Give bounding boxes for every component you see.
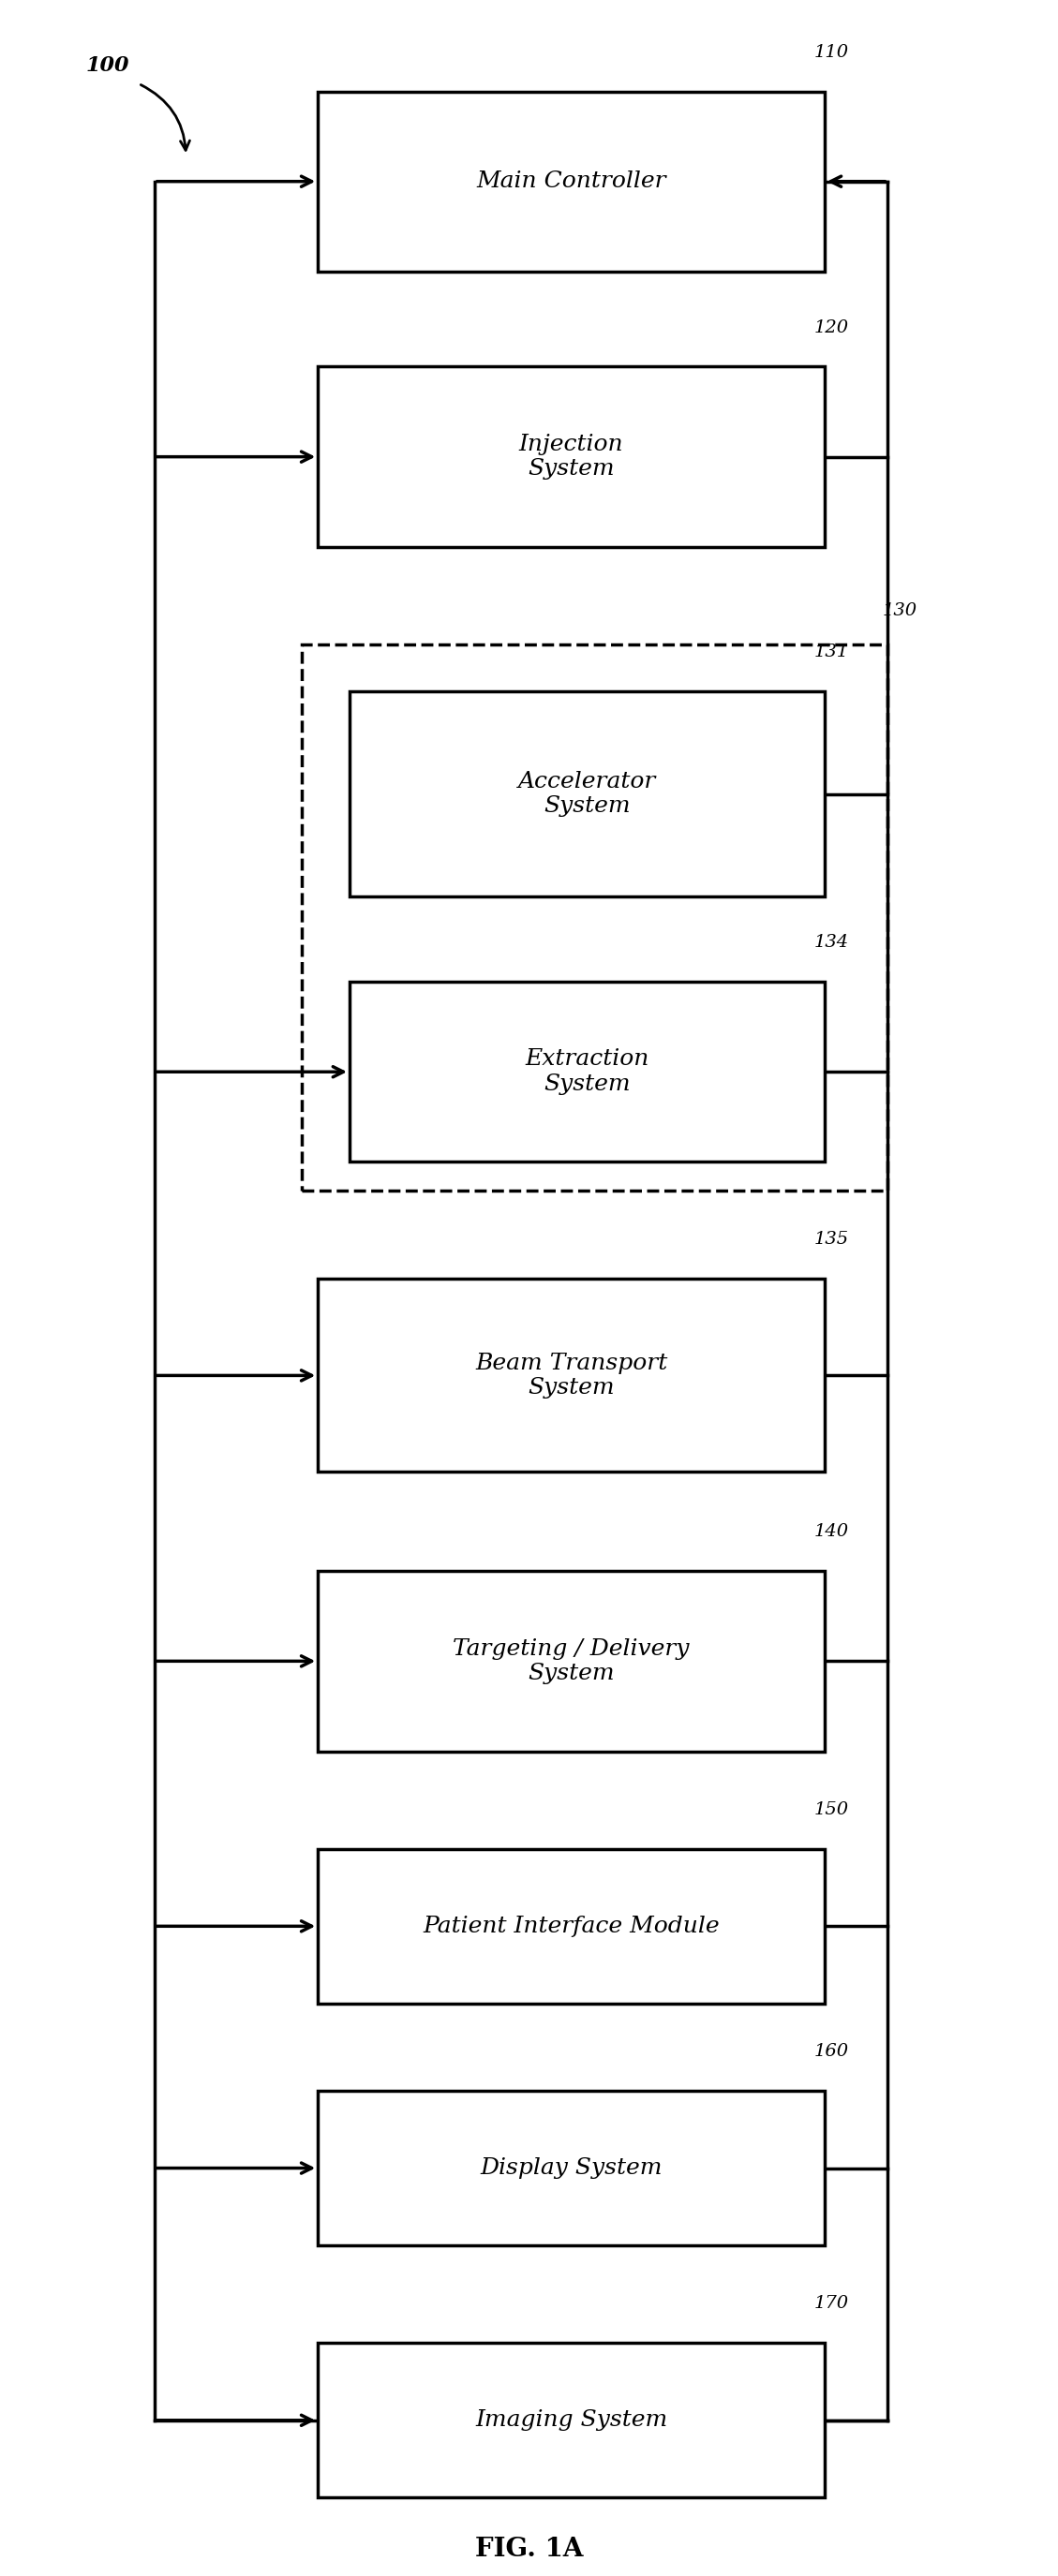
Bar [317,1571,824,1752]
Bar [317,2344,824,2499]
Text: Display System: Display System [480,2156,662,2179]
Text: 150: 150 [814,1801,849,1819]
Text: Extraction
System: Extraction System [525,1048,649,1095]
Text: 130: 130 [882,603,917,618]
Text: 131: 131 [814,644,849,659]
Text: 160: 160 [814,2043,849,2061]
Text: Patient Interface Module: Patient Interface Module [423,1917,719,1937]
Bar [349,690,824,896]
Bar [317,366,824,546]
Text: Injection
System: Injection System [518,433,623,479]
Text: 140: 140 [814,1522,849,1540]
Text: 134: 134 [814,935,849,951]
Bar [349,981,824,1162]
Text: Imaging System: Imaging System [475,2409,668,2432]
Text: 100: 100 [86,54,129,75]
Text: 120: 120 [814,319,849,335]
Text: Targeting / Delivery
System: Targeting / Delivery System [453,1638,690,1685]
Text: FIG. 1A: FIG. 1A [475,2537,583,2561]
Text: Accelerator
System: Accelerator System [518,770,656,817]
Bar [317,90,824,270]
Bar [317,1850,824,2004]
Bar [303,644,888,1190]
Bar [317,1280,824,1471]
Bar [317,2092,824,2246]
Text: 135: 135 [814,1231,849,1249]
Text: Beam Transport
System: Beam Transport System [475,1352,668,1399]
Text: 110: 110 [814,44,849,59]
Text: 170: 170 [814,2295,849,2313]
Text: Main Controller: Main Controller [476,170,667,193]
